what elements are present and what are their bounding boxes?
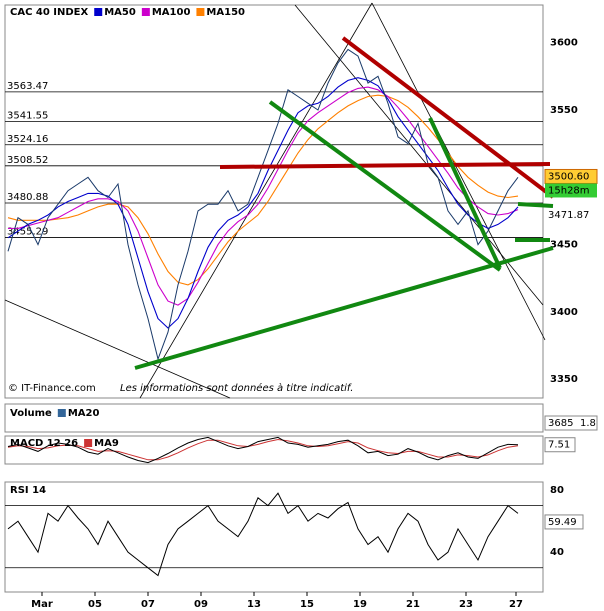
drawn-trend: [517, 202, 554, 208]
side-box: [544, 437, 576, 453]
legend-label: MA20: [68, 408, 100, 419]
level-label: 3541.55: [7, 110, 48, 121]
disclaimer: Les informations sont données à titre in…: [120, 382, 353, 394]
drawn-trend: [341, 36, 555, 199]
legend-swatch: [196, 8, 205, 16]
legend-label: MACD 12 26: [10, 438, 78, 449]
level-label: 3480.88: [7, 192, 48, 203]
series-line: [7, 492, 519, 577]
y-tick-label: 3600: [550, 38, 578, 49]
legend-swatch: [94, 8, 103, 16]
series-line: [8, 86, 519, 306]
last-value: 3500.60: [548, 171, 589, 182]
y-tick-label: 40: [550, 547, 564, 558]
macd-frame: [4, 435, 544, 465]
drawn-trend: [219, 162, 551, 169]
x-tick-label: 13: [247, 599, 261, 610]
x-tick-label: 09: [194, 599, 208, 610]
trend-line: [4, 299, 231, 399]
y-tick-label: 3450: [550, 240, 578, 251]
level-label: 3563.47: [7, 81, 48, 92]
level-label: 3455.29: [7, 226, 48, 237]
copyright: © IT-Finance.com: [8, 383, 96, 394]
last-value: 7.51: [548, 440, 570, 451]
y-tick-label: 3400: [550, 307, 578, 318]
side-box: [544, 415, 598, 431]
side-label: 3685: [548, 418, 573, 429]
legend-label: Volume: [10, 408, 52, 419]
x-tick-label: 21: [406, 599, 420, 610]
trend-lines: [4, 2, 546, 399]
ma-value: 3471.87: [548, 210, 589, 221]
volume-frame: [4, 403, 544, 433]
price-frame: [4, 4, 544, 399]
legend-label: MA100: [152, 7, 191, 18]
trend-line: [294, 4, 544, 306]
legend-label: MA9: [94, 438, 119, 449]
legend-label: CAC 40 INDEX: [10, 7, 89, 18]
x-tick-label: 05: [88, 599, 102, 610]
series-line: [7, 48, 519, 361]
legend-label: MA50: [104, 7, 136, 18]
drawn-trend: [428, 117, 502, 269]
legend-swatch: [57, 409, 66, 417]
level-label: 3508.52: [7, 155, 48, 166]
level-label: 3524.16: [7, 134, 48, 145]
legend-label: MA150: [206, 7, 245, 18]
trend-line: [371, 2, 546, 341]
x-tick-label: 19: [353, 599, 367, 610]
y-tick-label: 80: [550, 485, 564, 496]
series-line: [7, 438, 519, 461]
x-tick-label: 27: [509, 599, 523, 610]
side-box: [544, 514, 584, 530]
rsi-frame: [4, 481, 544, 593]
last-value: 59.49: [548, 517, 577, 528]
y-tick-label: 3550: [550, 105, 578, 116]
series-line: [7, 436, 519, 464]
trend-line: [139, 2, 373, 399]
drawn-trend: [268, 100, 502, 272]
legend-swatch: [141, 8, 150, 16]
x-tick-label: 23: [459, 599, 473, 610]
drawn-trend: [134, 246, 554, 370]
legend-swatch: [84, 439, 93, 447]
x-tick-label: Mar: [31, 599, 53, 610]
time-box: [545, 183, 597, 198]
series-line: [7, 94, 519, 286]
side-label: 1.8: [580, 418, 596, 429]
x-tick-label: 15: [300, 599, 314, 610]
x-tick-label: 07: [141, 599, 155, 610]
y-tick-label: 3350: [550, 374, 578, 385]
time-label: 15h28m: [548, 185, 590, 196]
legend-label: RSI 14: [10, 485, 46, 496]
